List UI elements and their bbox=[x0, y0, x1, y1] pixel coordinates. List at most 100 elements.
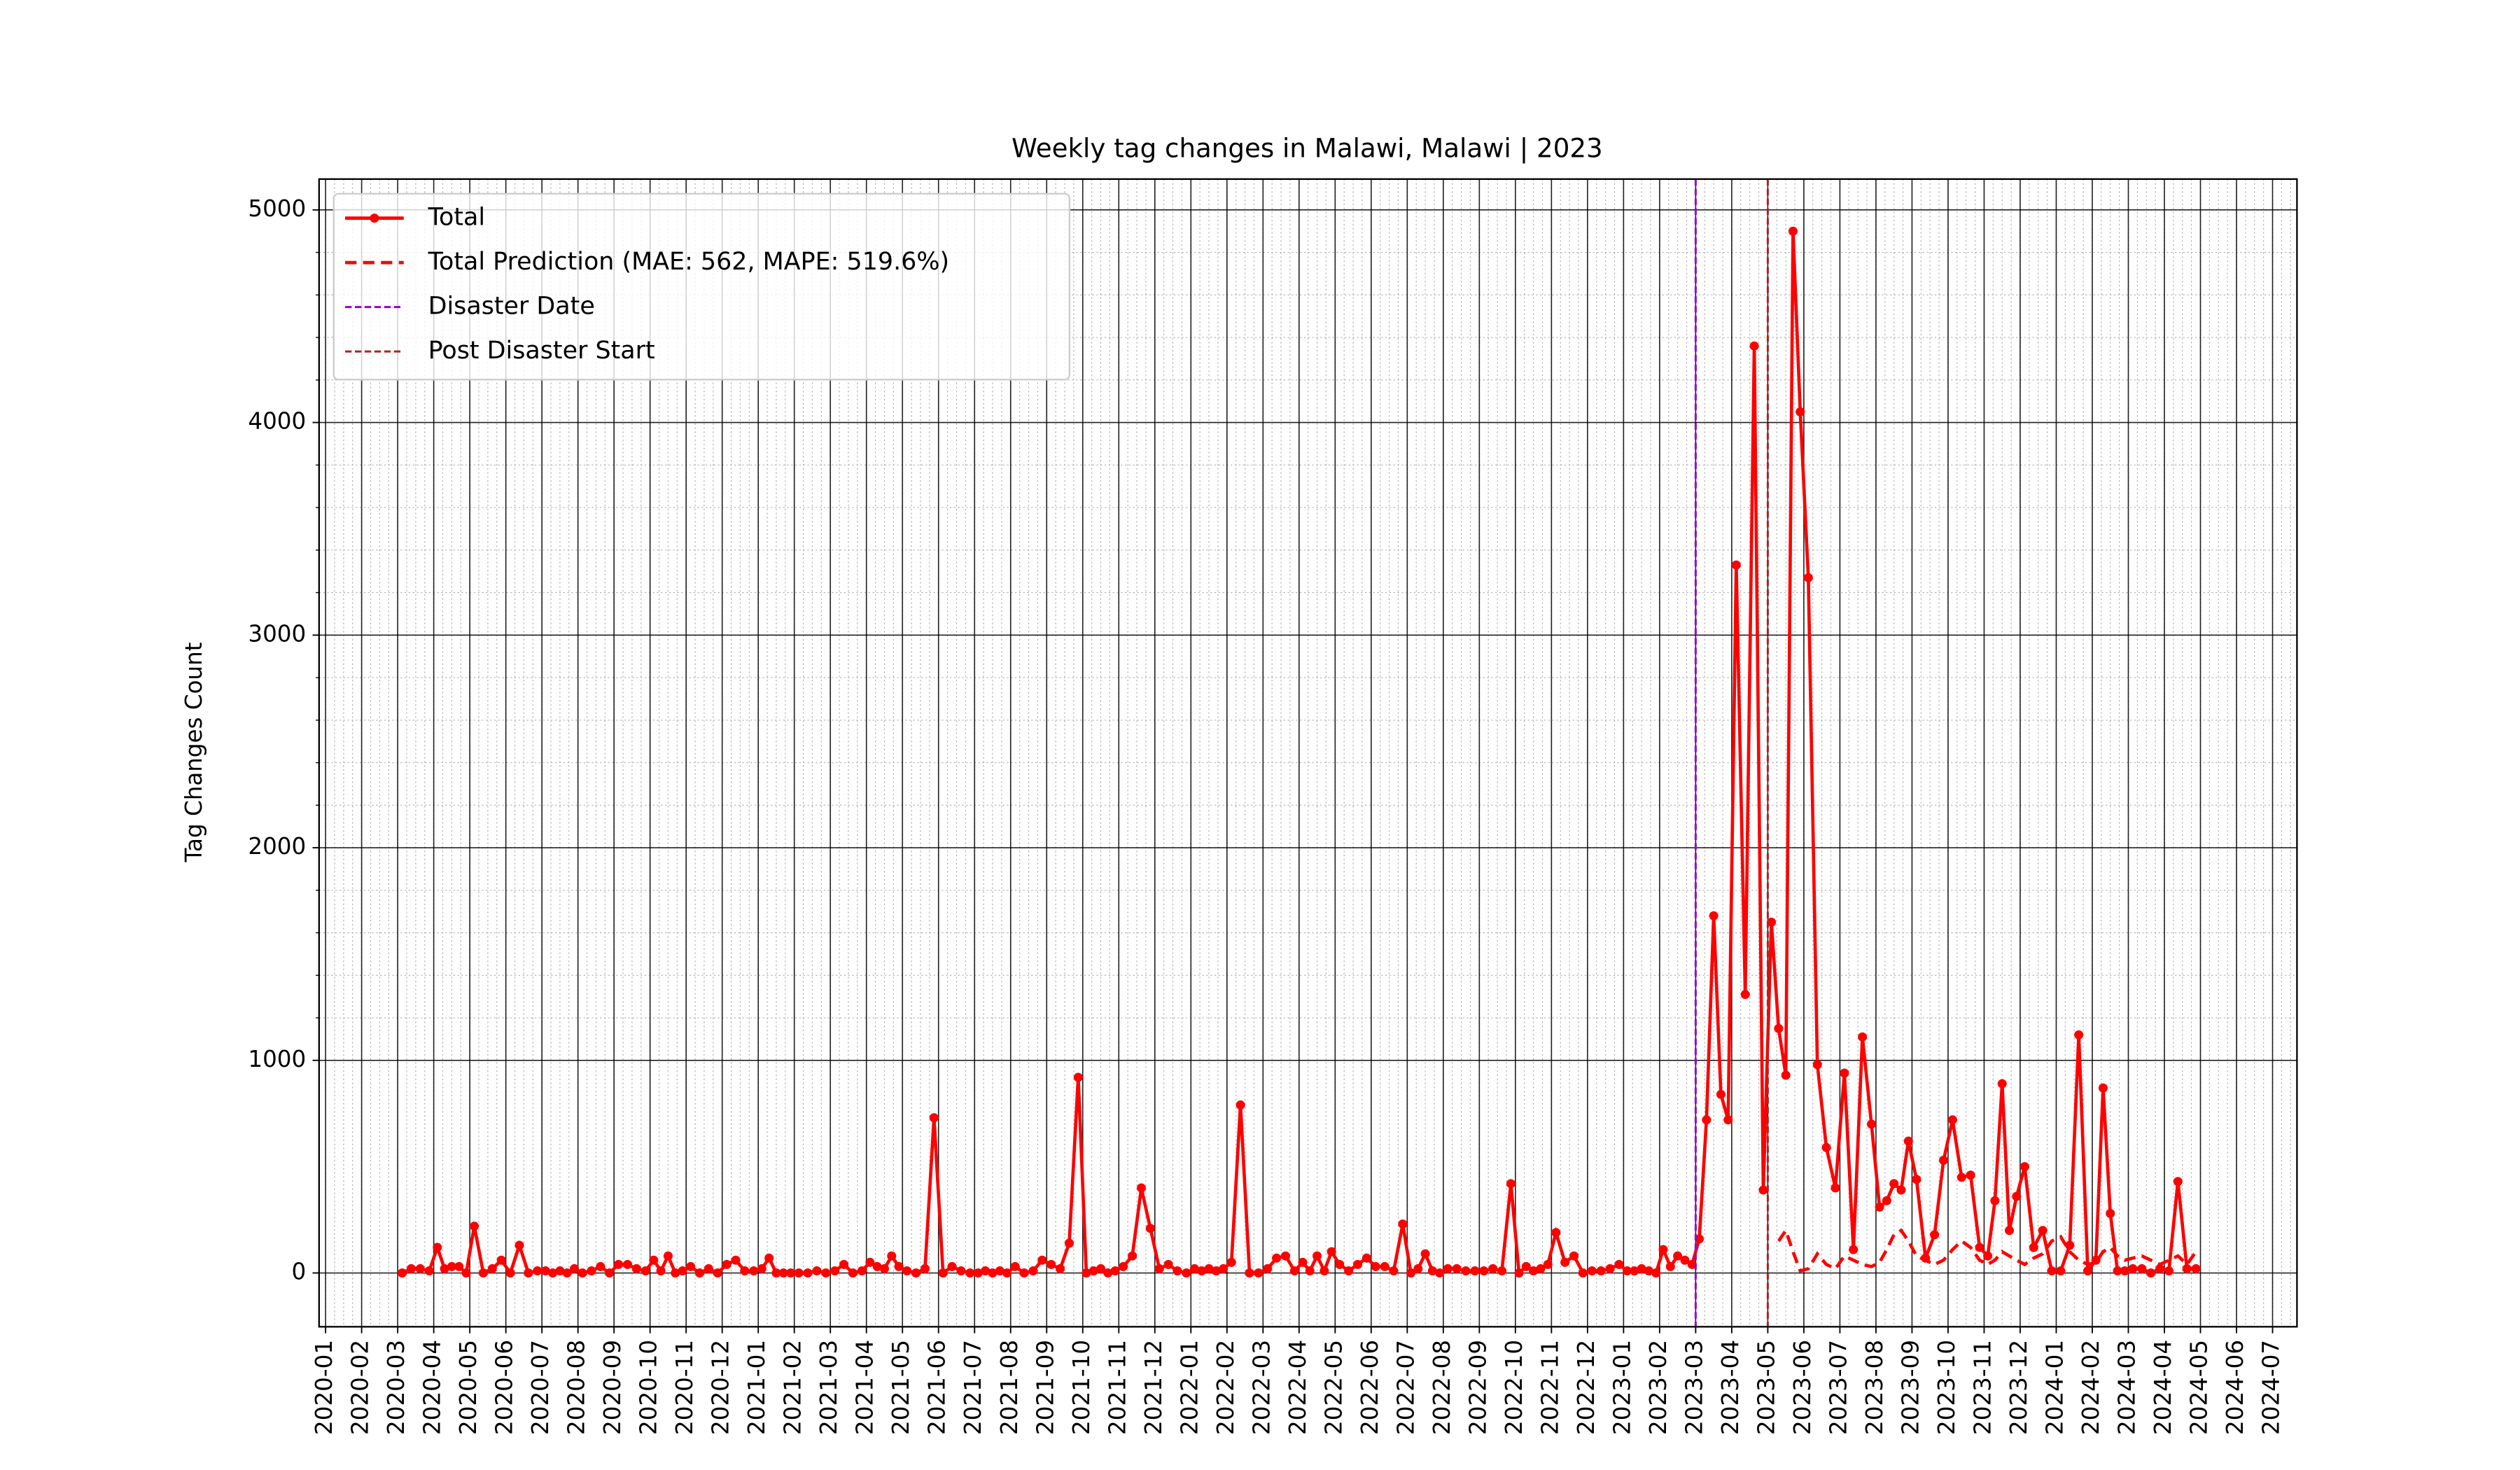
data-point bbox=[764, 1253, 774, 1263]
data-point bbox=[1938, 1156, 1949, 1166]
data-point bbox=[839, 1259, 849, 1269]
data-point bbox=[1830, 1183, 1840, 1193]
data-point bbox=[2106, 1208, 2115, 1218]
data-point bbox=[1272, 1253, 1282, 1263]
x-tick-label: 2021-04 bbox=[852, 1340, 878, 1435]
data-point bbox=[1651, 1268, 1661, 1278]
data-point bbox=[1536, 1264, 1546, 1273]
data-point bbox=[995, 1266, 1004, 1275]
data-point bbox=[1002, 1268, 1012, 1278]
data-point bbox=[1312, 1251, 1322, 1261]
x-tick-label: 2020-10 bbox=[636, 1340, 662, 1435]
y-axis-label: Tag Changes Count bbox=[181, 642, 207, 862]
x-tick-label: 2021-05 bbox=[888, 1340, 914, 1435]
data-point bbox=[1578, 1268, 1588, 1278]
data-point bbox=[398, 1268, 407, 1278]
data-point bbox=[1110, 1266, 1120, 1275]
data-point bbox=[548, 1268, 558, 1278]
data-point bbox=[2098, 1083, 2108, 1093]
data-point bbox=[778, 1268, 788, 1278]
x-tick-label: 2020-08 bbox=[564, 1340, 590, 1435]
data-point bbox=[956, 1266, 966, 1275]
data-point bbox=[1096, 1264, 1106, 1273]
data-point bbox=[1254, 1268, 1264, 1278]
data-point bbox=[1903, 1136, 1913, 1146]
data-point bbox=[704, 1264, 713, 1273]
data-point bbox=[2164, 1266, 2174, 1275]
data-point bbox=[1687, 1259, 1697, 1269]
data-point bbox=[1236, 1100, 1245, 1110]
data-point bbox=[533, 1266, 542, 1275]
data-point bbox=[1219, 1264, 1228, 1273]
data-point bbox=[505, 1268, 515, 1278]
x-tick-label: 2022-11 bbox=[1536, 1340, 1563, 1435]
data-point bbox=[1019, 1268, 1029, 1278]
data-point bbox=[470, 1222, 479, 1231]
x-tick-label: 2023-03 bbox=[1681, 1340, 1707, 1435]
legend-label: Disaster Date bbox=[428, 293, 595, 321]
data-point bbox=[1211, 1266, 1221, 1275]
x-tick-label: 2023-12 bbox=[2005, 1340, 2032, 1435]
data-point bbox=[2128, 1264, 2138, 1273]
data-point bbox=[678, 1266, 687, 1275]
data-point bbox=[1569, 1251, 1579, 1261]
data-point bbox=[1435, 1268, 1445, 1278]
data-point bbox=[2029, 1242, 2038, 1252]
data-point bbox=[1028, 1266, 1038, 1275]
data-point bbox=[1795, 407, 1805, 416]
data-point bbox=[1103, 1268, 1113, 1278]
x-tick-label: 2022-12 bbox=[1573, 1340, 1600, 1435]
data-point bbox=[1781, 1070, 1791, 1080]
x-tick-label: 2020-09 bbox=[599, 1340, 626, 1435]
data-point bbox=[487, 1264, 497, 1273]
data-point bbox=[496, 1255, 506, 1265]
data-point bbox=[2065, 1240, 2075, 1250]
x-tick-label: 2023-11 bbox=[1969, 1340, 1996, 1435]
data-point bbox=[649, 1255, 659, 1265]
data-point bbox=[1514, 1268, 1524, 1278]
data-point bbox=[570, 1264, 580, 1273]
x-tick-label: 2022-01 bbox=[1176, 1340, 1203, 1435]
data-point bbox=[2173, 1177, 2183, 1186]
data-point bbox=[1398, 1219, 1408, 1229]
data-point bbox=[865, 1257, 875, 1267]
data-point bbox=[1335, 1259, 1345, 1269]
x-tick-label: 2023-04 bbox=[1717, 1340, 1744, 1435]
data-point bbox=[1740, 990, 1750, 1000]
data-point bbox=[1320, 1266, 1329, 1275]
axes-frame bbox=[318, 178, 2298, 1328]
data-point bbox=[587, 1266, 596, 1275]
data-point bbox=[1298, 1257, 1308, 1267]
data-point bbox=[1420, 1249, 1430, 1259]
data-point bbox=[2137, 1264, 2147, 1273]
data-point bbox=[1858, 1032, 1868, 1042]
data-point bbox=[454, 1261, 464, 1271]
data-point bbox=[2056, 1266, 2066, 1275]
data-point bbox=[622, 1259, 633, 1269]
x-tick-label: 2020-12 bbox=[708, 1340, 734, 1435]
data-point bbox=[1680, 1255, 1690, 1265]
data-point bbox=[1630, 1266, 1639, 1275]
data-point bbox=[771, 1268, 781, 1278]
data-point bbox=[887, 1251, 897, 1261]
data-point bbox=[1488, 1264, 1498, 1273]
data-point bbox=[524, 1268, 533, 1278]
x-tick-label: 2021-07 bbox=[960, 1340, 986, 1435]
y-tick-label: 5000 bbox=[248, 195, 306, 222]
data-point bbox=[740, 1266, 750, 1275]
data-point bbox=[1551, 1228, 1561, 1238]
data-point bbox=[596, 1261, 606, 1271]
data-point bbox=[947, 1261, 957, 1271]
data-point bbox=[2083, 1266, 2093, 1275]
data-point bbox=[1046, 1259, 1056, 1269]
data-point bbox=[1280, 1251, 1291, 1261]
x-tick-label: 2020-05 bbox=[455, 1340, 482, 1435]
data-point bbox=[2019, 1162, 2029, 1172]
data-point bbox=[1849, 1245, 1858, 1254]
data-point bbox=[821, 1268, 831, 1278]
data-point bbox=[1695, 1234, 1704, 1244]
data-point bbox=[1226, 1257, 1236, 1267]
data-point bbox=[1788, 226, 1798, 236]
x-tick-label: 2021-12 bbox=[1140, 1340, 1167, 1435]
data-point bbox=[1614, 1259, 1624, 1269]
